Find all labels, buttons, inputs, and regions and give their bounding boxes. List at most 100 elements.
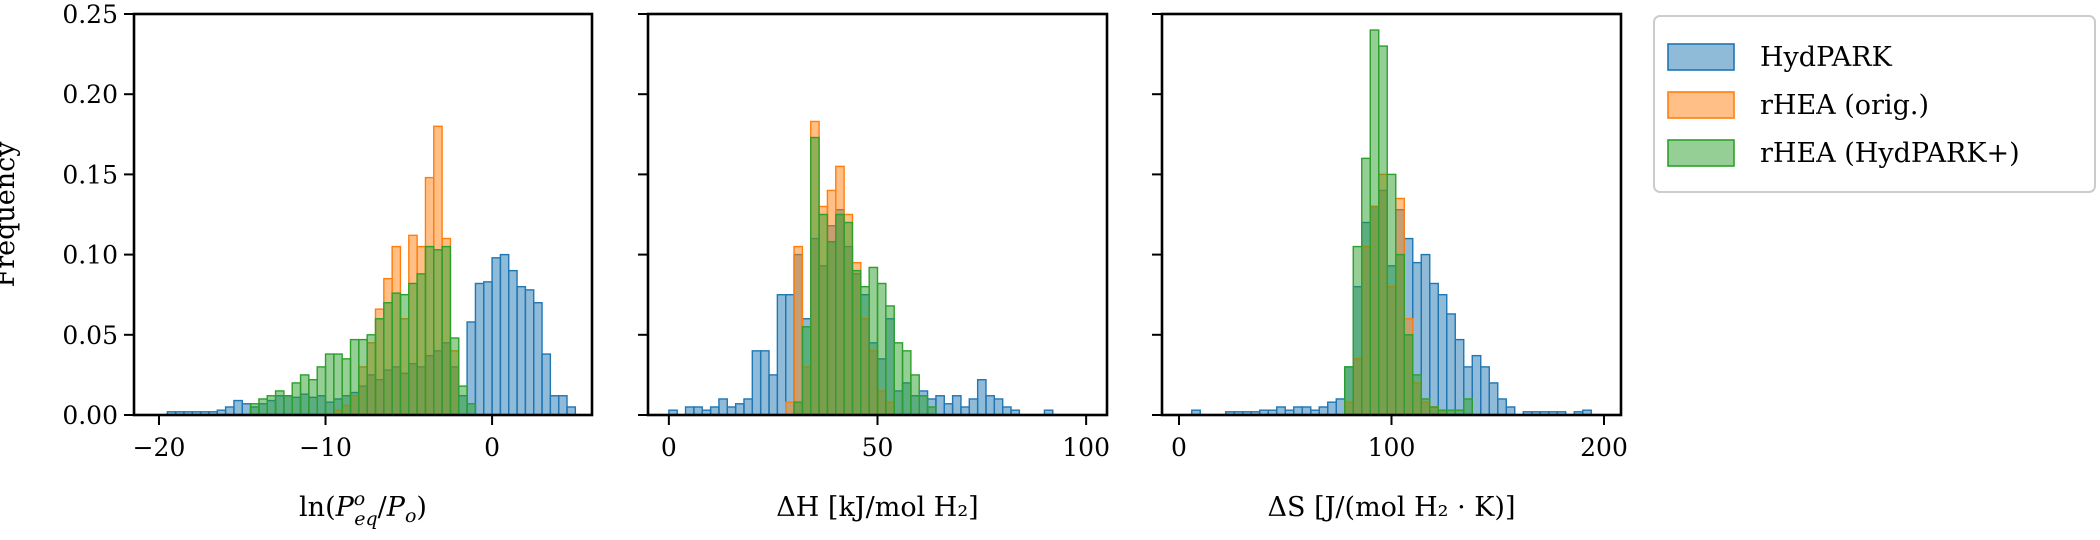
histogram-bar xyxy=(391,292,402,416)
histogram-bar xyxy=(976,379,987,416)
x-tick-label: 50 xyxy=(862,433,894,462)
histogram-bar xyxy=(893,342,904,416)
bars xyxy=(166,125,577,416)
x-axis-label: ΔH [kJ/mol H₂] xyxy=(776,492,978,523)
histogram-bar xyxy=(349,338,360,416)
y-tick-label: 0.15 xyxy=(62,160,118,189)
legend-label: rHEA (HydPARK+) xyxy=(1760,138,2020,169)
histogram-bar xyxy=(1471,354,1482,416)
histogram-bar xyxy=(1344,366,1354,416)
histogram-bar xyxy=(283,395,293,416)
histogram-bar xyxy=(383,302,393,416)
histogram-bar xyxy=(1412,374,1422,416)
x-tick-label: 0 xyxy=(484,433,500,462)
histogram-bar xyxy=(291,382,302,416)
histogram-bar xyxy=(985,395,996,416)
histogram-bar xyxy=(1395,253,1405,416)
histogram-bar xyxy=(918,395,929,416)
histogram-bar xyxy=(1437,294,1448,416)
histogram-bar xyxy=(1335,398,1346,416)
histogram-bar xyxy=(818,213,829,416)
histogram-bar xyxy=(241,403,252,416)
histogram-bar xyxy=(516,285,527,416)
histogram-bar xyxy=(324,353,335,416)
histogram-bar xyxy=(1369,29,1380,416)
histogram-bar xyxy=(1420,253,1431,416)
histogram-bar xyxy=(885,305,895,416)
bars xyxy=(1191,29,1592,416)
histogram-bar xyxy=(408,282,418,416)
histogram-bar xyxy=(358,338,368,416)
histogram-bar xyxy=(1454,338,1465,416)
histogram-bar xyxy=(851,269,862,416)
histogram-bar xyxy=(826,241,837,416)
histogram-bar xyxy=(466,321,477,416)
histogram-bar xyxy=(951,395,962,416)
histogram-bar xyxy=(416,273,427,416)
y-tick-label: 0.05 xyxy=(62,321,118,350)
histogram-bar xyxy=(1497,398,1507,416)
histogram-bar xyxy=(968,398,979,416)
histogram-bar xyxy=(935,395,945,416)
histogram-bar xyxy=(533,302,543,416)
panel-1: −20 −10 0 0.00 0.05 0.10 0.15 0.20 0.25 ln(Po eq/P… xyxy=(0,0,594,530)
histogram-bar xyxy=(793,401,804,416)
histogram-bar xyxy=(943,403,954,416)
histogram-bar xyxy=(860,285,870,416)
legend-swatch xyxy=(1667,139,1735,167)
histogram-bar xyxy=(876,282,887,416)
histogram-bar xyxy=(1429,282,1439,416)
histogram-bar xyxy=(734,403,745,416)
histogram-bar xyxy=(768,374,779,416)
legend-label: rHEA (orig.) xyxy=(1760,90,1929,121)
histogram-bar xyxy=(374,318,385,416)
histogram-bar xyxy=(524,289,535,416)
histogram-bar xyxy=(1361,157,1371,416)
y-tick-label: 0.10 xyxy=(62,241,118,270)
x-tick-label: 0 xyxy=(661,433,677,462)
histogram-bar xyxy=(491,257,502,416)
histogram-bar xyxy=(801,326,812,416)
histogram-bar xyxy=(868,266,879,416)
histogram-bar xyxy=(366,334,377,416)
histogram-bar xyxy=(785,294,795,416)
histogram-bar xyxy=(1480,366,1490,416)
x-axis-label: ΔS [J/(mol H₂ · K)] xyxy=(1268,492,1516,523)
histogram-bar xyxy=(1378,45,1388,416)
bars xyxy=(668,120,1054,416)
series-rhea-hydpark xyxy=(249,245,477,416)
histogram-bar xyxy=(233,399,243,416)
histogram-bar xyxy=(249,403,260,416)
histogram-bar xyxy=(499,253,510,416)
histogram-bar xyxy=(743,398,754,416)
histogram-bar xyxy=(1446,313,1456,416)
y-tick-label: 0.25 xyxy=(62,0,118,29)
histogram-bar xyxy=(810,136,820,416)
histogram-bar xyxy=(441,245,452,416)
histogram-bar xyxy=(433,249,443,416)
histogram-bar xyxy=(759,350,770,416)
histogram-bar xyxy=(258,398,268,416)
y-axis-label: Frequency xyxy=(0,141,21,288)
y-tick-label: 0.00 xyxy=(62,401,118,430)
histogram-bar xyxy=(910,374,920,416)
x-tick-label: −10 xyxy=(299,433,352,462)
panel-3: 0 100 200 ΔS [J/(mol H₂ · K)] xyxy=(1152,12,1628,523)
histogram-bar xyxy=(993,398,1004,416)
x-tick-label: −20 xyxy=(133,433,186,462)
histogram-bar xyxy=(785,401,795,416)
histogram-bar xyxy=(308,379,318,416)
legend-swatch xyxy=(1667,43,1735,71)
histogram-bar xyxy=(449,337,460,416)
histogram-bar xyxy=(557,395,568,416)
legend-label: HydPARK xyxy=(1760,42,1893,73)
histogram-bar xyxy=(399,294,410,416)
histogram-bar xyxy=(274,390,285,416)
histogram-bar xyxy=(316,366,327,416)
histogram-bar xyxy=(835,213,845,416)
panel-2: 0 50 100 ΔH [kJ/mol H₂] xyxy=(638,12,1110,523)
x-tick-label: 100 xyxy=(1062,433,1110,462)
histogram-bar xyxy=(299,374,310,416)
histogram-bar xyxy=(266,395,277,416)
histogram-bar xyxy=(776,294,787,416)
